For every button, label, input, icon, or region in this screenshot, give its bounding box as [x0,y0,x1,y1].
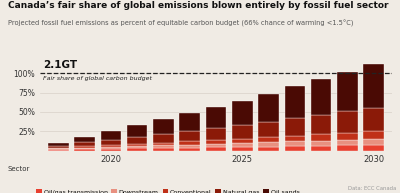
Bar [101,147,121,149]
Bar [363,145,384,151]
Bar [337,133,358,140]
Bar [48,148,69,150]
Bar [258,146,279,151]
Bar [337,140,358,145]
Bar [363,131,384,139]
Text: Data: ECC Canada: Data: ECC Canada [348,186,396,191]
Bar [127,125,148,137]
Bar [258,94,279,122]
Bar [311,141,331,146]
Bar [311,146,331,151]
Bar [74,149,95,151]
Bar [153,148,174,151]
Bar [101,131,121,140]
Bar [74,146,95,148]
Bar [206,147,226,151]
Bar [206,140,226,144]
Bar [284,118,305,136]
Bar [337,145,358,151]
Bar [337,111,358,133]
Bar [153,134,174,143]
Bar [180,148,200,151]
Bar [153,145,174,148]
Bar [127,137,148,144]
Bar [206,128,226,140]
Text: 2.1GT: 2.1GT [43,60,77,70]
Bar [48,146,69,148]
Bar [284,86,305,118]
Bar [311,134,331,141]
Bar [363,108,384,131]
Bar [153,119,174,134]
Text: Fair share of global carbon budget: Fair share of global carbon budget [43,76,152,81]
Bar [180,113,200,131]
Bar [232,147,252,151]
Bar [311,115,331,134]
Bar [48,143,69,146]
Bar [180,145,200,148]
Bar [232,139,252,143]
Bar [232,143,252,147]
Bar [74,148,95,149]
Bar [206,107,226,128]
Bar [258,122,279,137]
Bar [101,140,121,145]
Bar [337,72,358,111]
Bar [74,142,95,146]
Text: Canada’s fair share of global emissions blown entirely by fossil fuel sector: Canada’s fair share of global emissions … [8,1,388,10]
Text: Projected fossil fuel emissions as percent of equitable carbon budget (66% chanc: Projected fossil fuel emissions as perce… [8,20,354,27]
Bar [127,144,148,146]
Bar [74,137,95,142]
Bar [363,64,384,108]
Bar [311,79,331,115]
Bar [232,125,252,139]
Legend: Oil/gas transmission, Downstream, Conventional, Natural gas, Oil sands: Oil/gas transmission, Downstream, Conven… [36,189,300,193]
Bar [48,150,69,151]
Bar [101,149,121,151]
Bar [180,141,200,145]
Bar [101,145,121,147]
Bar [153,143,174,145]
Bar [206,144,226,147]
Bar [284,146,305,151]
Bar [284,136,305,141]
Text: Sector: Sector [8,166,30,172]
Bar [127,146,148,148]
Bar [127,148,148,151]
Bar [258,142,279,146]
Bar [232,101,252,125]
Bar [258,137,279,142]
Bar [180,131,200,141]
Bar [284,141,305,146]
Bar [363,139,384,145]
